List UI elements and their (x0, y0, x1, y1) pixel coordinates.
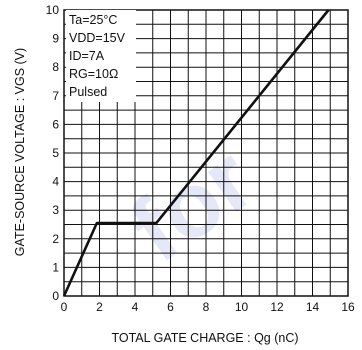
y-tick-label: 2 (52, 232, 59, 246)
y-axis-title: GATE-SOURCE VOLTAGE : VGS (V) (13, 48, 27, 256)
x-tick-label: 0 (61, 300, 68, 314)
y-tick-label: 3 (52, 203, 59, 217)
x-tick-label: 4 (132, 300, 139, 314)
y-tick-label: 4 (52, 175, 59, 189)
watermark: for (113, 128, 272, 282)
y-tick-label: 9 (52, 32, 59, 46)
grid (63, 9, 349, 297)
condition-rg: RG=10Ω (69, 67, 118, 81)
series-line (62, 9, 330, 297)
x-tick-label: 6 (167, 300, 174, 314)
x-tick-label: 8 (203, 300, 210, 314)
condition-pulsed: Pulsed (69, 85, 107, 99)
condition-ta: Ta=25°C (69, 13, 117, 27)
condition-vdd: VDD=15V (69, 31, 126, 45)
x-axis-title: TOTAL GATE CHARGE : Qg (nC) (111, 331, 298, 345)
series (62, 9, 330, 297)
condition-id: ID=7A (69, 49, 105, 63)
plot-frame (63, 9, 349, 297)
y-tick-label: 6 (52, 117, 59, 131)
x-tick-label: 10 (235, 300, 249, 314)
x-tick-label: 2 (96, 300, 103, 314)
y-tick-label: 8 (52, 60, 59, 74)
x-tick-label: 12 (270, 300, 284, 314)
y-tick-label: 10 (46, 3, 60, 17)
x-tick-label: 14 (306, 300, 320, 314)
x-tick-label: 16 (341, 300, 355, 314)
conditions-box (66, 10, 136, 102)
y-tick-label: 7 (52, 89, 59, 103)
y-tick-label: 5 (52, 146, 59, 160)
y-tick-label: 0 (52, 289, 59, 303)
y-tick-label: 1 (52, 260, 59, 274)
